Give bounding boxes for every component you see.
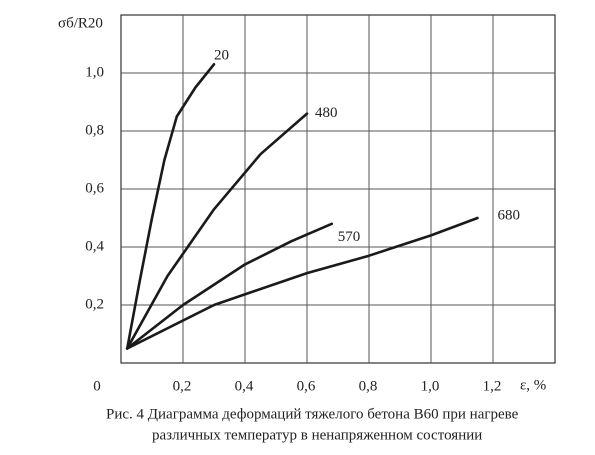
- series-line: [125, 216, 479, 350]
- series-line: [125, 112, 309, 350]
- x-tick-label: 0,8: [359, 378, 378, 394]
- caption: Рис. 4 Диаграмма деформаций тяжелого бет…: [106, 406, 519, 422]
- series-line: [125, 63, 216, 350]
- series-line: [125, 222, 334, 350]
- series-label: 680: [498, 207, 521, 223]
- y-axis-label: σб/R20: [58, 15, 103, 31]
- y-tick-label: 0,8: [85, 122, 104, 138]
- y-tick-label: 0,4: [85, 238, 104, 254]
- x-tick-label: 0,6: [297, 378, 316, 394]
- series-label: 480: [315, 105, 338, 121]
- x-axis-label: ε, %: [520, 377, 546, 393]
- series-label: 570: [338, 229, 361, 245]
- y-tick-label: 0,6: [85, 180, 104, 196]
- x-tick-label: 1,2: [483, 378, 502, 394]
- x-tick-label: 0: [93, 378, 101, 394]
- series-label: 20: [214, 48, 229, 64]
- caption: различных температур в ненапряженном сос…: [152, 427, 482, 443]
- y-tick-label: 1,0: [85, 64, 104, 80]
- x-tick-label: 1,0: [421, 378, 440, 394]
- x-tick-label: 0,4: [235, 378, 254, 394]
- x-tick-label: 0,2: [173, 378, 192, 394]
- y-tick-label: 0,2: [85, 296, 104, 312]
